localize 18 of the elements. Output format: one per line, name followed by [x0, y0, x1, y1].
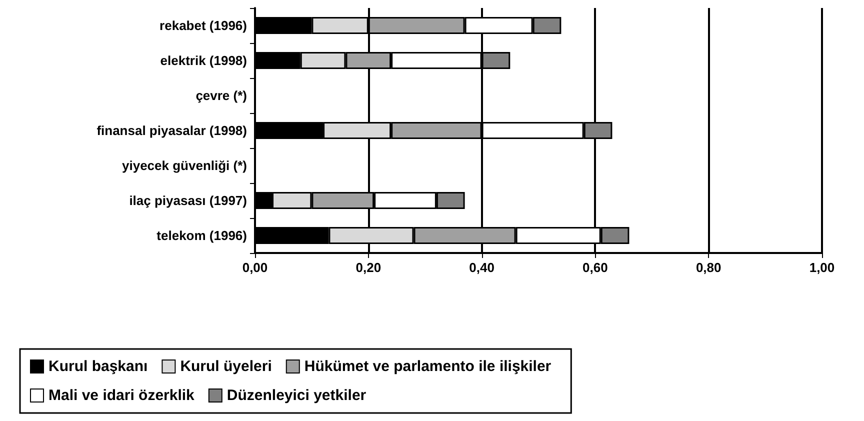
- x-tick-label: 0,00: [242, 260, 268, 275]
- legend-label: Kurul başkanı: [48, 358, 148, 375]
- legend-label: Hükümet ve parlamento ile ilişkiler: [304, 358, 552, 375]
- y-tick-label: finansal piyasalar (1998): [96, 123, 247, 138]
- x-tick-label: 0,80: [696, 260, 722, 275]
- y-tick-label: telekom (1996): [156, 228, 247, 243]
- y-tick-label: yiyecek güvenliği (*): [122, 158, 247, 173]
- legend-label: Düzenleyici yetkiler: [226, 387, 366, 404]
- y-tick-label: çevre (*): [196, 88, 247, 103]
- x-tick-label: 0,60: [582, 260, 608, 275]
- legend-label: Kurul üyeleri: [180, 358, 272, 375]
- x-tick-label: 1,00: [809, 260, 835, 275]
- y-tick-label: elektrik (1998): [160, 53, 247, 68]
- legend-label: Mali ve idari özerklik: [48, 387, 196, 404]
- x-tick-label: 0,20: [356, 260, 382, 275]
- x-tick-label: 0,40: [469, 260, 494, 275]
- y-tick-label: rekabet (1996): [160, 18, 247, 33]
- y-tick-label: ilaç piyasası (1997): [129, 193, 247, 208]
